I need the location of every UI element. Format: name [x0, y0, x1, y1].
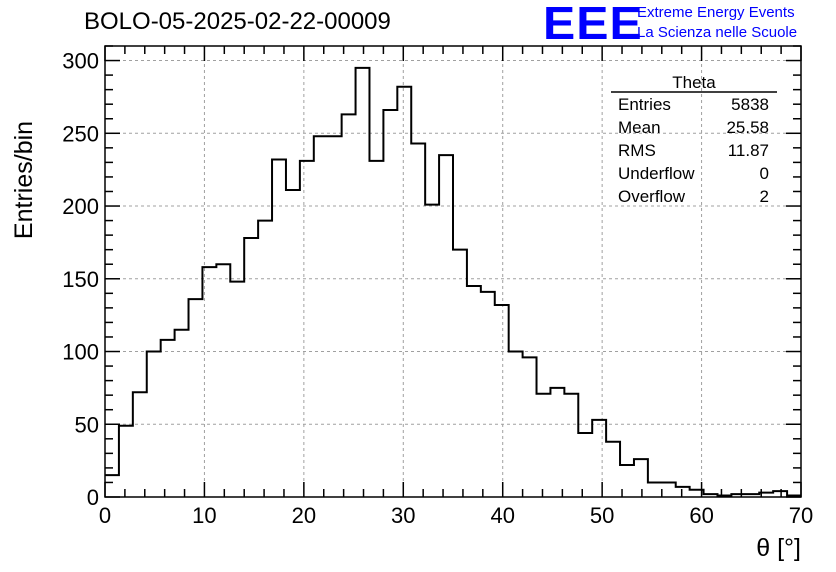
x-tick-label: 30 — [391, 503, 415, 528]
stats-value: 5838 — [731, 95, 769, 114]
x-tick-label: 70 — [789, 503, 813, 528]
x-tick-label: 50 — [590, 503, 614, 528]
eee-logo: EEE — [543, 0, 643, 49]
x-tick-label: 0 — [99, 503, 111, 528]
y-tick-label: 200 — [62, 194, 99, 219]
x-axis-label: θ [°] — [756, 534, 801, 562]
y-tick-label: 50 — [75, 412, 99, 437]
y-axis-label: Entries/bin — [10, 121, 38, 239]
logo-subtitle-line2: La Scienza nelle Scuole — [637, 24, 798, 41]
axis-ticks — [104, 45, 802, 498]
stats-value: 0 — [760, 164, 769, 183]
stats-label: Entries — [618, 95, 671, 114]
stats-label: Overflow — [618, 187, 686, 206]
run-title: BOLO-05-2025-02-22-00009 — [84, 8, 391, 35]
y-tick-label: 250 — [62, 121, 99, 146]
stats-box: Theta Entries 5838 Mean 25.58 RMS 11.87 Underf… — [611, 73, 777, 206]
stats-label: Underflow — [618, 164, 695, 183]
x-tick-label: 40 — [490, 503, 514, 528]
y-tick-label: 100 — [62, 340, 99, 365]
x-tick-label: 60 — [689, 503, 713, 528]
stats-label: Mean — [618, 118, 661, 137]
stats-value: 25.58 — [726, 118, 769, 137]
stats-box-title: Theta — [672, 73, 716, 92]
x-tick-label: 20 — [292, 503, 316, 528]
x-tick-label: 10 — [192, 503, 216, 528]
plot-frame — [104, 45, 802, 498]
x-tick-labels: 0 10 20 30 40 50 60 70 — [99, 503, 813, 528]
y-tick-label: 300 — [62, 49, 99, 74]
grid — [105, 46, 801, 497]
histogram-line — [105, 66, 801, 497]
y-tick-label: 150 — [62, 267, 99, 292]
stats-value: 2 — [760, 187, 769, 206]
y-tick-labels: 0 50 100 150 200 250 300 — [62, 49, 99, 510]
logo-subtitle-line1: Extreme Energy Events — [637, 4, 795, 21]
stats-label: RMS — [618, 141, 656, 160]
y-tick-label: 0 — [87, 485, 99, 510]
stats-value: 11.87 — [728, 141, 769, 160]
